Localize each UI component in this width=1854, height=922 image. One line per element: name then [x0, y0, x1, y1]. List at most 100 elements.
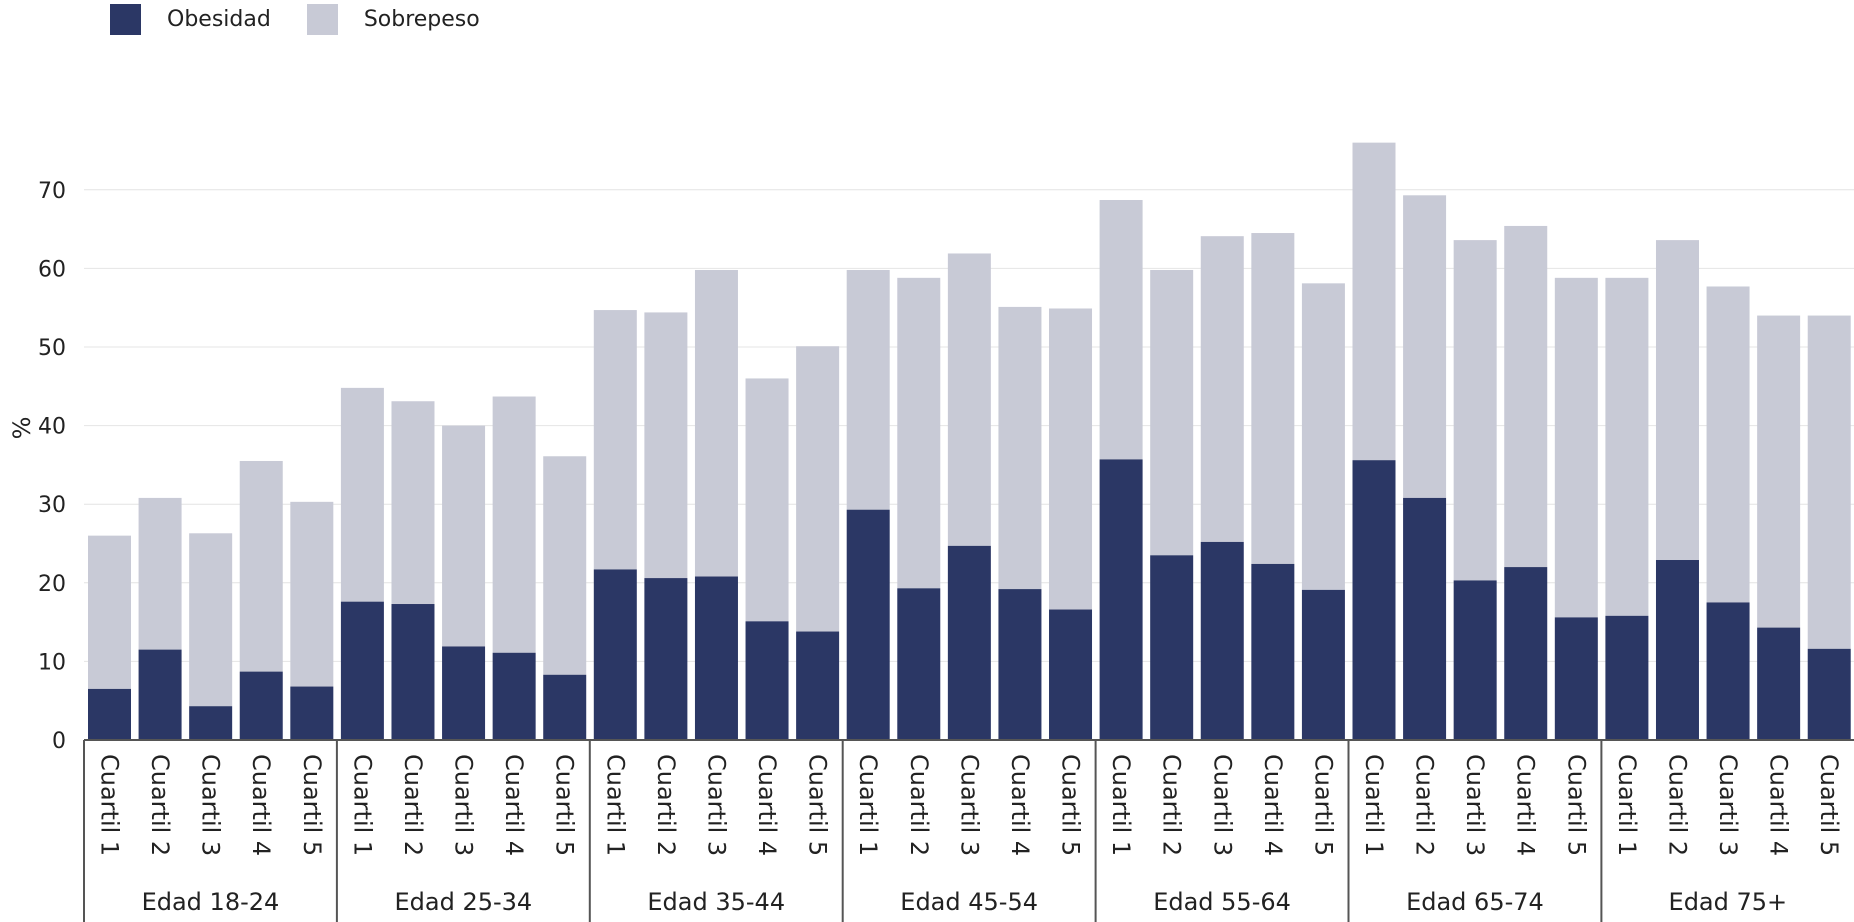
- bar-obesidad: [1352, 460, 1396, 740]
- bar-obesidad: [745, 621, 789, 740]
- group-label: Edad 55-64: [1153, 888, 1291, 916]
- x-tick-label: Cuartil 2: [146, 754, 174, 856]
- bar-obesidad: [1706, 602, 1750, 740]
- group-label: Edad 45-54: [900, 888, 1038, 916]
- bar-sobrepeso: [745, 378, 789, 622]
- x-tick-label: Cuartil 5: [1309, 754, 1337, 856]
- bar-sobrepeso: [239, 460, 283, 672]
- bar-obesidad: [1605, 615, 1649, 740]
- x-tick-label: Cuartil 3: [955, 754, 983, 856]
- bar-sobrepeso: [796, 346, 840, 632]
- bar-obesidad: [998, 589, 1042, 740]
- x-tick-label: Cuartil 1: [1107, 754, 1135, 856]
- x-tick-label: Cuartil 3: [450, 754, 478, 856]
- bar-obesidad: [1757, 627, 1801, 740]
- bar-sobrepeso: [593, 310, 637, 570]
- legend: Obesidad Sobrepeso: [110, 4, 516, 35]
- bar-sobrepeso: [1099, 200, 1143, 460]
- bar-obesidad: [1403, 497, 1447, 740]
- y-tick-label: 40: [38, 415, 66, 440]
- x-tick-label: Cuartil 5: [298, 754, 326, 856]
- bar-obesidad: [1200, 541, 1244, 740]
- x-tick-label: Cuartil 5: [1815, 754, 1843, 856]
- y-tick-label: 50: [38, 336, 66, 361]
- x-tick-label: Cuartil 1: [601, 754, 629, 856]
- bar-obesidad: [644, 578, 688, 740]
- bar-sobrepeso: [1757, 315, 1801, 628]
- bar-obesidad: [340, 601, 384, 740]
- x-tick-label: Cuartil 3: [197, 754, 225, 856]
- bar-sobrepeso: [1200, 236, 1244, 542]
- x-tick-label: Cuartil 2: [1158, 754, 1186, 856]
- bar-obesidad: [88, 688, 131, 740]
- bar-sobrepeso: [138, 497, 182, 650]
- bar-obesidad: [1655, 560, 1699, 740]
- x-tick-label: Cuartil 2: [1663, 754, 1691, 856]
- bar-sobrepeso: [1655, 240, 1699, 561]
- x-tick-label: Cuartil 4: [500, 754, 528, 856]
- bar-obesidad: [947, 545, 991, 740]
- bar-sobrepeso: [1352, 142, 1396, 461]
- bar-sobrepeso: [189, 533, 233, 707]
- y-tick-label: 0: [52, 729, 66, 754]
- bar-obesidad: [593, 569, 637, 740]
- bar-sobrepeso: [1706, 286, 1750, 603]
- x-tick-label: Cuartil 4: [1765, 754, 1793, 856]
- x-tick-label: Cuartil 1: [96, 754, 124, 856]
- x-tick-label: Cuartil 3: [1208, 754, 1236, 856]
- x-axis: Cuartil 1 Cuartil 2 Cuartil 3 Cuartil 4 Cuar…: [83, 739, 1854, 922]
- x-tick-label: Cuartil 5: [1057, 754, 1085, 856]
- bar-sobrepeso: [1301, 283, 1345, 590]
- bar-obesidad: [897, 588, 941, 740]
- x-tick-label: Cuartil 2: [652, 754, 680, 856]
- bar-sobrepeso: [1554, 277, 1598, 618]
- bar-sobrepeso: [947, 253, 991, 546]
- y-tick-label: 70: [38, 179, 66, 204]
- bar-sobrepeso: [644, 312, 688, 579]
- bar-sobrepeso: [846, 269, 890, 510]
- x-tick-label: Cuartil 4: [1259, 754, 1287, 856]
- legend-item-sobrepeso[interactable]: Sobrepeso: [306, 4, 480, 35]
- bar-obesidad: [239, 671, 283, 740]
- y-axis-label: %: [8, 417, 36, 440]
- x-tick-label: Cuartil 4: [247, 754, 275, 856]
- bar-sobrepeso: [391, 401, 435, 605]
- bar-sobrepeso: [897, 277, 941, 589]
- bar-obesidad: [1807, 648, 1851, 740]
- bar-obesidad: [543, 674, 587, 740]
- bar-sobrepeso: [1403, 195, 1447, 498]
- x-tick-label: Cuartil 2: [1411, 754, 1439, 856]
- x-tick-label: Cuartil 5: [1562, 754, 1590, 856]
- bar-obesidad: [442, 646, 486, 740]
- legend-item-obesidad[interactable]: Obesidad: [110, 4, 271, 35]
- bar-sobrepeso: [543, 456, 587, 675]
- x-tick-label: Cuartil 1: [348, 754, 376, 856]
- bar-sobrepeso: [1807, 315, 1851, 649]
- bar-obesidad: [1504, 567, 1548, 740]
- bar-obesidad: [1453, 580, 1497, 740]
- bar-sobrepeso: [290, 501, 334, 687]
- x-tick-label: Cuartil 3: [1461, 754, 1489, 856]
- x-tick-label: Cuartil 2: [399, 754, 427, 856]
- x-tick-label: Cuartil 3: [702, 754, 730, 856]
- bar-sobrepeso: [998, 306, 1042, 590]
- bar-obesidad: [189, 706, 233, 740]
- bar-sobrepeso: [1453, 240, 1497, 581]
- group-label: Edad 65-74: [1406, 888, 1544, 916]
- y-tick-label: 60: [38, 257, 66, 282]
- x-tick-label: Cuartil 5: [804, 754, 832, 856]
- legend-swatch-sobrepeso: [306, 4, 338, 35]
- x-tick-label: Cuartil 5: [551, 754, 579, 856]
- x-tick-label: Cuartil 3: [1714, 754, 1742, 856]
- y-tick-label: 20: [38, 572, 66, 597]
- bar-obesidad: [846, 509, 890, 740]
- bar-sobrepeso: [340, 387, 384, 602]
- bar-sobrepeso: [1605, 277, 1649, 616]
- group-label: Edad 18-24: [142, 888, 280, 916]
- x-tick-label: Cuartil 1: [1613, 754, 1641, 856]
- x-tick-label: Cuartil 2: [905, 754, 933, 856]
- bar-obesidad: [1251, 563, 1295, 740]
- group-label: Edad 75+: [1669, 888, 1788, 916]
- legend-swatch-obesidad: [110, 4, 141, 35]
